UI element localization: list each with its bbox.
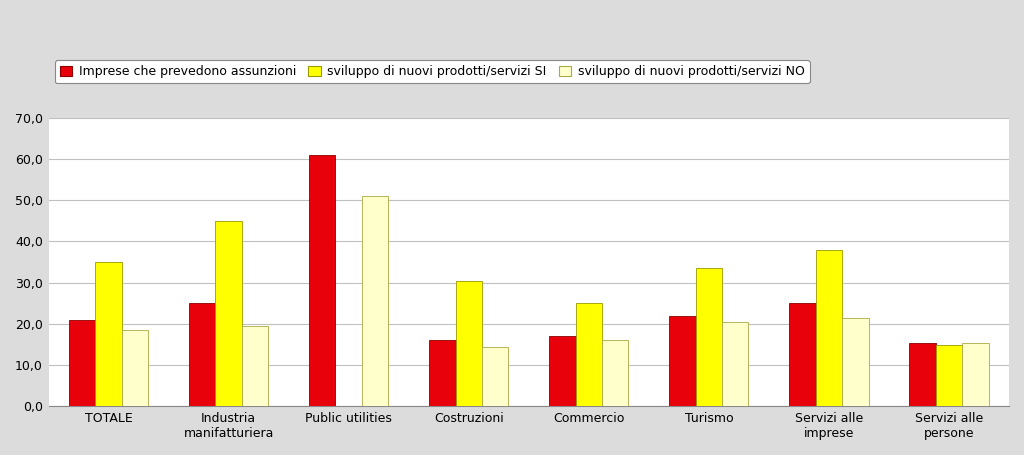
Bar [670,316,695,406]
Bar [575,303,602,406]
Bar [695,268,722,406]
Bar [602,340,629,406]
Bar [309,155,336,406]
Bar [361,196,388,406]
Bar [963,343,988,406]
Bar [69,320,95,406]
Bar [722,322,749,406]
Bar [242,326,268,406]
Bar [189,303,215,406]
Bar [842,318,868,406]
Bar [936,344,963,406]
Legend: Imprese che prevedono assunzioni, sviluppo di nuovi prodotti/servizi SI, svilupp: Imprese che prevedono assunzioni, svilup… [55,61,810,83]
Bar [790,303,816,406]
Bar [429,340,456,406]
Bar [816,250,842,406]
Bar [215,221,242,406]
Bar [122,330,148,406]
Bar [909,343,936,406]
Bar [482,347,508,406]
Bar [549,336,575,406]
Bar [456,281,482,406]
Bar [95,262,122,406]
